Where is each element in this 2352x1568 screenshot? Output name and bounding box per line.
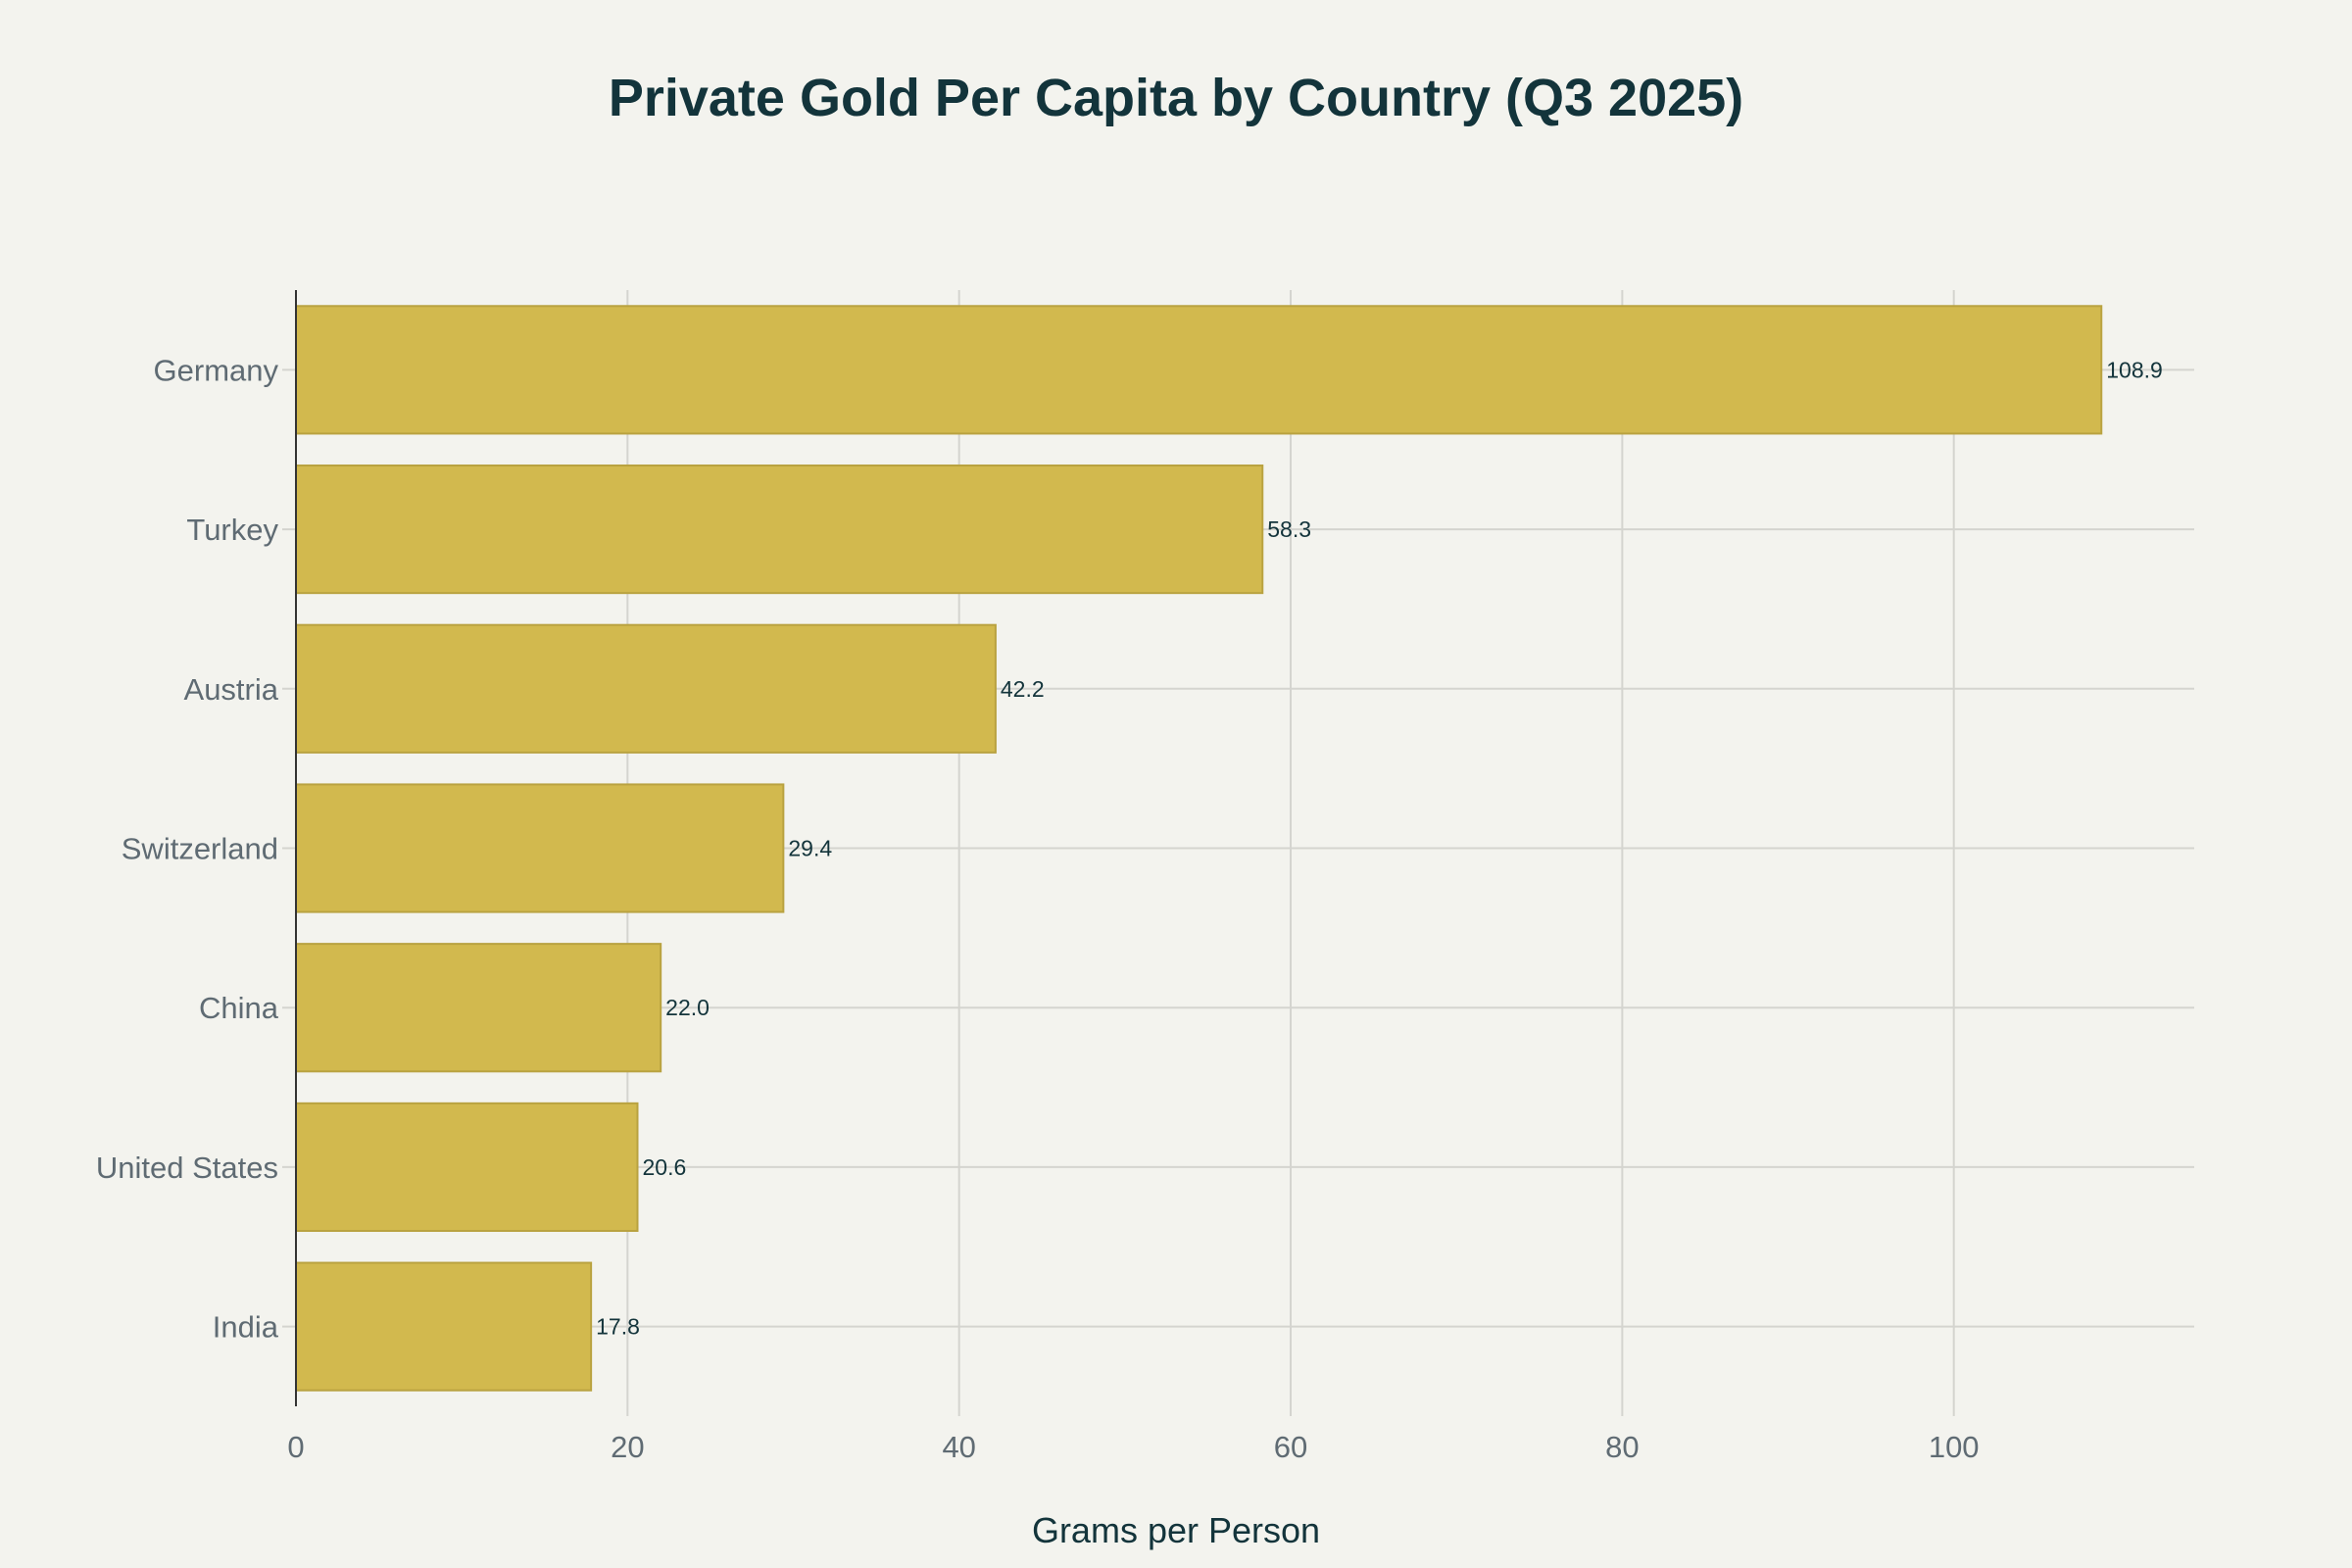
bars: 108.9 58.3 42.2 29.4 22.0 20.6 17.8	[295, 305, 2163, 1392]
y-tick-label: Turkey	[186, 513, 278, 547]
data-label: 22.0	[665, 995, 710, 1020]
x-tick-label: 40	[942, 1430, 975, 1464]
bar-india	[295, 1261, 593, 1392]
bar-germany	[295, 305, 2103, 435]
x-tick-label: 20	[611, 1430, 644, 1464]
y-tick-label: Austria	[184, 672, 279, 707]
bar-united-states	[295, 1102, 639, 1233]
x-tick-label: 100	[1929, 1430, 1980, 1464]
data-label: 58.3	[1267, 516, 1311, 542]
bar-turkey	[295, 464, 1264, 595]
data-label: 20.6	[642, 1154, 686, 1180]
bar-austria	[295, 623, 997, 754]
y-tick-label: India	[213, 1310, 279, 1345]
y-tick-label: United States	[96, 1151, 278, 1185]
data-label: 42.2	[1001, 676, 1045, 702]
y-tick-labels: Germany Turkey Austria Switzerland China Unit…	[96, 353, 279, 1344]
chart-title: Private Gold Per Capita by Country (Q3 2…	[609, 69, 1743, 127]
y-tick-label: China	[199, 991, 279, 1025]
x-axis-title: Grams per Person	[1032, 1510, 1320, 1550]
data-label: 29.4	[788, 836, 832, 861]
bar-switzerland	[295, 783, 785, 913]
x-tick-label: 60	[1274, 1430, 1307, 1464]
bar-china	[295, 943, 662, 1073]
x-tick-label: 80	[1605, 1430, 1639, 1464]
y-tick-label: Germany	[154, 353, 279, 387]
x-tick-label: 0	[287, 1430, 304, 1464]
x-tick-labels: 0 20 40 60 80 100	[287, 1430, 1979, 1464]
data-label: 17.8	[596, 1314, 640, 1340]
data-label: 108.9	[2106, 357, 2163, 382]
y-tick-label: Switzerland	[122, 832, 278, 866]
